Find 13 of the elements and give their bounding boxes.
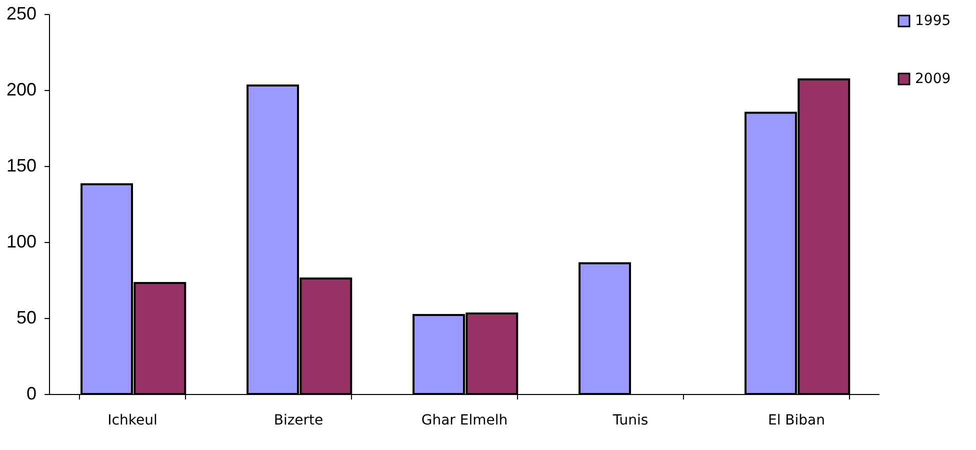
y-tick-label: 250 (6, 4, 36, 24)
legend-label: 2009 (915, 71, 951, 87)
x-tick-label: Tunis (612, 412, 648, 428)
legend-label: 1995 (915, 13, 951, 29)
y-tick-label: 0 (26, 384, 36, 404)
y-tick-label: 100 (6, 232, 36, 252)
x-tick-label: Ghar Elmelh (421, 412, 508, 428)
x-tick-label: Bizerte (274, 412, 324, 428)
x-tick-label: Ichkeul (108, 412, 158, 428)
y-tick-label: 200 (6, 80, 36, 100)
y-tick-label: 50 (16, 308, 36, 328)
x-tick-label: El Biban (768, 412, 826, 428)
y-tick-label: 150 (6, 156, 36, 176)
